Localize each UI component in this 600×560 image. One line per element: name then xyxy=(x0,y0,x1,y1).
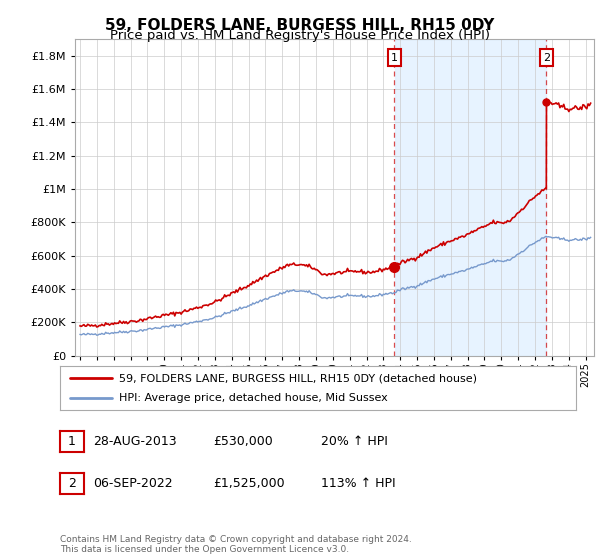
Text: Contains HM Land Registry data © Crown copyright and database right 2024.
This d: Contains HM Land Registry data © Crown c… xyxy=(60,535,412,554)
Text: 113% ↑ HPI: 113% ↑ HPI xyxy=(321,477,395,491)
Text: 59, FOLDERS LANE, BURGESS HILL, RH15 0DY (detached house): 59, FOLDERS LANE, BURGESS HILL, RH15 0DY… xyxy=(119,373,478,383)
Text: £1,525,000: £1,525,000 xyxy=(213,477,284,491)
Text: 1: 1 xyxy=(391,53,398,63)
Text: 2: 2 xyxy=(68,477,76,491)
Text: 06-SEP-2022: 06-SEP-2022 xyxy=(93,477,173,491)
Text: 1: 1 xyxy=(68,435,76,449)
Text: 28-AUG-2013: 28-AUG-2013 xyxy=(93,435,176,449)
Text: HPI: Average price, detached house, Mid Sussex: HPI: Average price, detached house, Mid … xyxy=(119,393,388,403)
Text: 59, FOLDERS LANE, BURGESS HILL, RH15 0DY: 59, FOLDERS LANE, BURGESS HILL, RH15 0DY xyxy=(106,18,494,33)
Text: 20% ↑ HPI: 20% ↑ HPI xyxy=(321,435,388,449)
Text: Price paid vs. HM Land Registry's House Price Index (HPI): Price paid vs. HM Land Registry's House … xyxy=(110,29,490,42)
Text: 2: 2 xyxy=(543,53,550,63)
Text: £530,000: £530,000 xyxy=(213,435,273,449)
